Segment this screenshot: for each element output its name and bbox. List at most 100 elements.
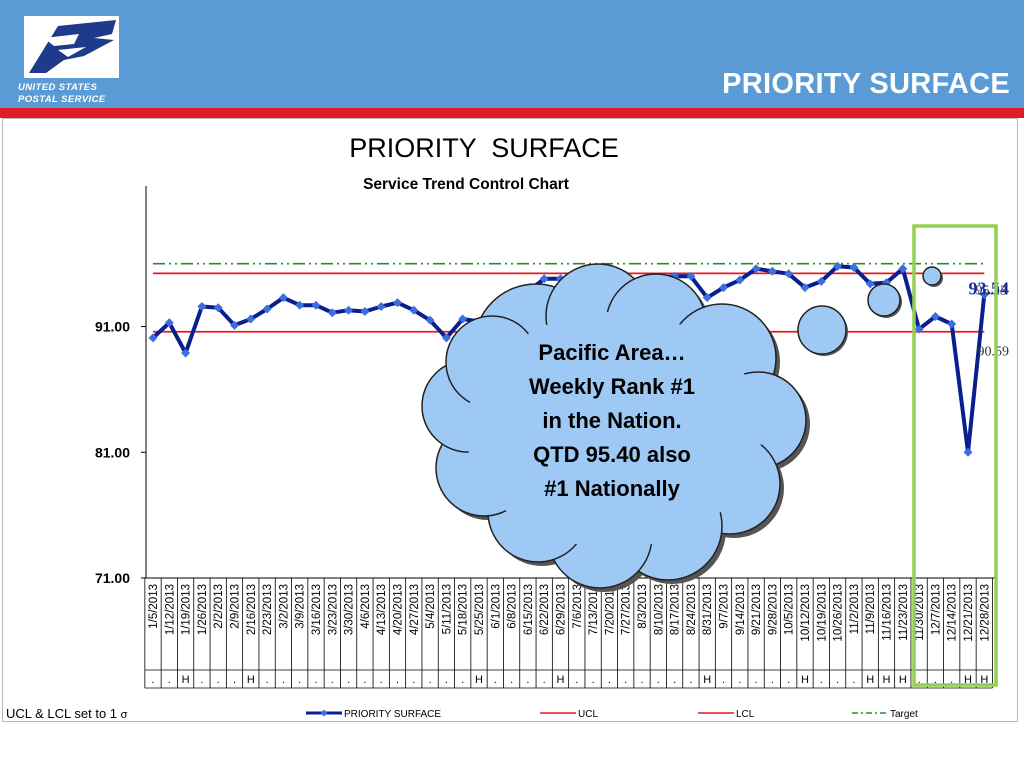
x-category-label: 3/9/2013	[295, 584, 307, 629]
x-category-label: 9/28/2013	[767, 584, 779, 635]
legend-label: Target	[890, 709, 918, 720]
sigma-symbol: σ	[120, 709, 128, 721]
holiday-marker: .	[168, 674, 171, 686]
data-point-marker	[898, 264, 908, 274]
x-category-label: 11/30/2013	[914, 584, 926, 641]
data-point-marker	[865, 279, 875, 289]
holiday-marker: .	[461, 674, 464, 686]
data-point-marker	[295, 300, 305, 310]
x-category-label: 1/19/2013	[181, 584, 193, 635]
holiday-marker: .	[608, 674, 611, 686]
x-category-label: 12/28/2013	[979, 584, 991, 642]
holiday-marker: .	[543, 674, 546, 686]
holiday-marker: .	[314, 674, 317, 686]
header-accent-band	[0, 108, 1024, 118]
data-point-marker	[816, 276, 826, 286]
callout-text-line: Pacific Area…	[538, 340, 685, 365]
x-category-label: 7/13/2013	[588, 584, 600, 635]
y-tick-label: 91.00	[95, 319, 130, 335]
data-point-marker	[849, 262, 859, 272]
holiday-marker: .	[852, 674, 855, 686]
legend-marker	[320, 709, 328, 717]
data-point-marker	[246, 314, 256, 324]
holiday-marker: H	[703, 674, 711, 686]
x-category-label: 10/19/2013	[816, 584, 828, 642]
x-category-label: 9/14/2013	[735, 584, 747, 635]
holiday-marker: .	[445, 674, 448, 686]
data-point-marker	[441, 333, 451, 343]
legend-label: UCL	[578, 709, 598, 720]
x-category-label: 9/7/2013	[719, 584, 731, 629]
x-category-label: 8/24/2013	[686, 584, 698, 635]
chart-subtitle: Service Trend Control Chart	[363, 176, 569, 193]
holiday-marker: .	[771, 674, 774, 686]
x-category-label: 6/1/2013	[490, 584, 502, 629]
data-point-marker	[230, 320, 239, 330]
holiday-marker: .	[200, 674, 203, 686]
holiday-marker: .	[151, 674, 154, 686]
x-category-label: 6/22/2013	[539, 584, 551, 635]
legend-label: PRIORITY SURFACE	[344, 709, 441, 720]
y-tick-label: 81.00	[95, 444, 130, 460]
x-category-label: 8/3/2013	[637, 584, 649, 629]
highlight-layer	[912, 224, 998, 687]
y-tick-label: 71.00	[95, 570, 130, 586]
x-category-label: 6/15/2013	[523, 584, 535, 635]
x-category-label: 4/6/2013	[360, 584, 372, 629]
holiday-marker: H	[475, 674, 483, 686]
data-point-marker	[833, 261, 843, 271]
holiday-marker: .	[298, 674, 301, 686]
holiday-marker: .	[722, 674, 725, 686]
holiday-marker: .	[266, 674, 269, 686]
holiday-marker: .	[657, 674, 660, 686]
x-category-label: 10/5/2013	[784, 584, 796, 635]
x-category-label: 8/10/2013	[653, 584, 665, 635]
data-point-marker	[458, 314, 468, 324]
x-category-label: 5/4/2013	[425, 584, 437, 629]
x-category-label: 11/9/2013	[865, 584, 877, 634]
x-category-label: 9/21/2013	[751, 584, 763, 635]
holiday-marker: .	[494, 674, 497, 686]
data-point-marker	[735, 275, 745, 285]
data-point-marker	[914, 324, 924, 334]
holiday-marker: .	[380, 674, 383, 686]
data-point-marker	[360, 306, 370, 316]
x-category-label: 6/29/2013	[556, 584, 568, 635]
x-category-label: 2/2/2013	[213, 584, 225, 629]
callout-text-line: #1 Nationally	[544, 476, 680, 501]
callout-tail-bubble	[922, 266, 942, 286]
holiday-marker: .	[412, 674, 415, 686]
x-category-label: 3/16/2013	[311, 584, 323, 635]
data-point-marker	[213, 303, 223, 313]
x-category-label: 3/23/2013	[327, 584, 339, 635]
x-category-label: 1/5/2013	[148, 584, 160, 629]
callout-text-line: in the Nation.	[542, 408, 681, 433]
x-category-label: 4/13/2013	[376, 584, 388, 635]
holiday-marker: H	[866, 674, 874, 686]
x-category-label: 7/27/2013	[621, 584, 633, 635]
x-category-label: 4/27/2013	[409, 584, 421, 635]
data-point-marker	[164, 318, 174, 328]
x-category-label: 3/2/2013	[278, 584, 290, 629]
holiday-marker: .	[282, 674, 285, 686]
data-point-marker	[262, 304, 272, 314]
highlight-box	[912, 224, 998, 687]
data-point-marker	[539, 274, 549, 284]
x-category-label: 2/23/2013	[262, 584, 274, 635]
footer-note: UCL & LCL set to 1 σ	[6, 706, 127, 721]
holiday-marker: .	[738, 674, 741, 686]
x-category-label: 8/17/2013	[670, 584, 682, 635]
callout-tail-bubble	[797, 305, 847, 355]
ucl-value-label: 95.23	[976, 283, 1008, 298]
x-category-label: 11/2/2013	[849, 584, 861, 634]
holiday-marker: .	[787, 674, 790, 686]
holiday-marker: .	[918, 674, 921, 686]
x-category-label: 5/11/2013	[441, 584, 453, 634]
holiday-marker: .	[673, 674, 676, 686]
header-bar: UNITED STATES POSTAL SERVICE PRIORITY SU…	[0, 0, 1024, 108]
holiday-marker: .	[640, 674, 643, 686]
logo-text-line2: POSTAL SERVICE	[18, 94, 106, 105]
holiday-marker: .	[233, 674, 236, 686]
holiday-marker: .	[755, 674, 758, 686]
